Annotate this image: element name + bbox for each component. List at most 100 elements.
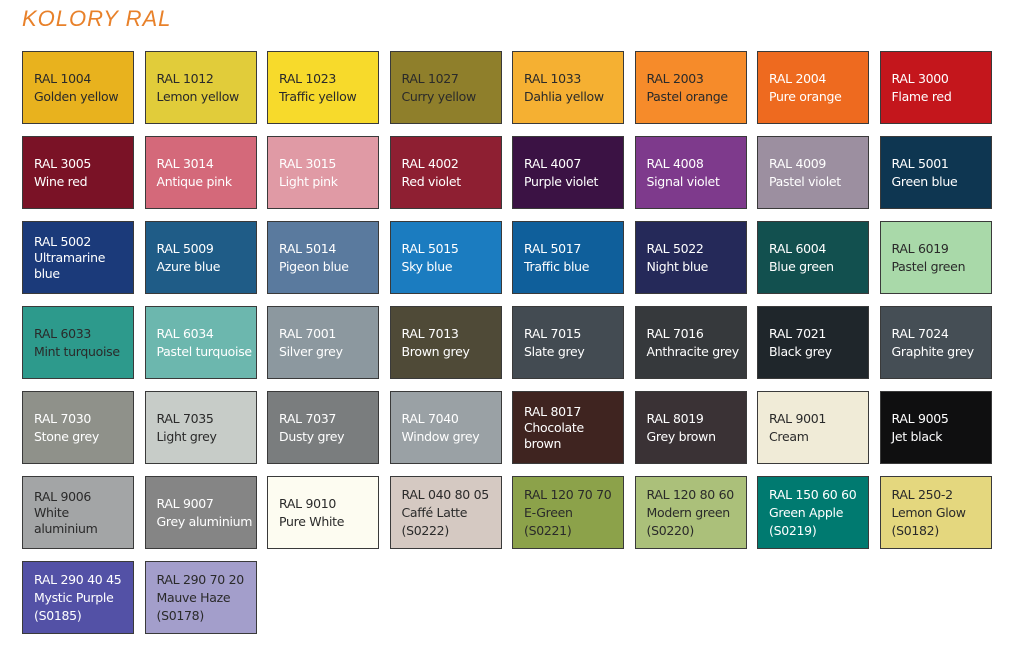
swatch-name: Window grey [401,428,480,444]
swatch-code: RAL 1004 [34,70,92,86]
swatch-code: RAL 7040 [401,410,459,426]
swatch-code: RAL 9001 [769,410,827,426]
swatch-name: Jet black [891,428,943,444]
swatch-name: (S0222) [401,522,450,538]
swatch-code: RAL 1033 [524,70,582,86]
swatch-name: (S0220) [646,522,695,538]
swatch-name: Pastel turquoise [156,343,253,359]
swatch-name: Silver grey [279,343,343,359]
color-swatch: RAL 1023 Traffic yellow [267,51,379,124]
swatch-code: RAL 5014 [279,240,337,256]
color-swatch: RAL 250-2 Lemon Glow (S0182) [879,476,992,549]
color-swatch: RAL 150 60 60 Green Apple (S0219) [757,476,869,549]
swatch-name: Caffé Latte [401,504,468,520]
color-swatch: RAL 4007 Purple violet [512,136,624,209]
swatch-name: Traffic blue [524,258,590,274]
swatch-code: RAL 7035 [156,410,214,426]
swatch-name: Wine red [34,173,88,189]
color-swatch: RAL 1004 Golden yellow [22,51,134,124]
swatch-code: RAL 3014 [156,155,214,171]
swatch-code: RAL 9006 [34,488,92,504]
color-swatch: RAL 7035 Light grey [144,391,257,464]
swatch-name: Green Apple [769,504,844,520]
color-swatch: RAL 5014 Pigeon blue [267,221,379,294]
swatch-code: RAL 290 70 20 [156,571,245,587]
swatch-code: RAL 3015 [279,155,337,171]
swatch-name: Lemon Glow [891,504,966,520]
swatch-code: RAL 5017 [524,240,582,256]
swatch-code: RAL 7001 [279,325,337,341]
swatch-code: RAL 5022 [646,240,704,256]
swatch-code: RAL 4009 [769,155,827,171]
color-swatch: RAL 040 80 05 Caffé Latte (S0222) [389,476,502,549]
swatch-code: RAL 8017 [524,403,582,419]
swatch-code: RAL 2003 [646,70,704,86]
swatch-name: brown [524,435,562,451]
color-swatch: RAL 9007 Grey aluminium [144,476,257,549]
swatch-name: (S0178) [156,607,205,623]
page-title: KOLORY RAL [22,6,172,31]
color-swatch: RAL 8019 Grey brown [634,391,747,464]
swatch-name: (S0219) [769,522,817,538]
color-swatch: RAL 1033 Dahlia yellow [512,51,624,124]
color-swatch: RAL 6019 Pastel green [879,221,992,294]
swatch-name: Stone grey [34,428,99,444]
swatch-name: Signal violet [646,173,720,189]
color-swatch: RAL 5022 Night blue [634,221,747,294]
swatch-name: Black grey [769,343,832,359]
color-swatch: RAL 7015 Slate grey [512,306,624,379]
swatch-code: RAL 8019 [646,410,704,426]
swatch-code: RAL 6019 [891,240,949,256]
swatch-name: Pastel violet [769,173,841,189]
swatch-code: RAL 120 80 60 [646,486,735,502]
swatch-name: Modern green [646,504,731,520]
color-swatch: RAL 7013 Brown grey [389,306,502,379]
swatch-code: RAL 150 60 60 [769,486,857,502]
swatch-name: Grey aluminium [156,513,253,529]
swatch-code: RAL 120 70 70 [524,486,612,502]
color-swatch: RAL 7021 Black grey [757,306,869,379]
swatch-code: RAL 7013 [401,325,459,341]
swatch-name: Red violet [401,173,462,189]
color-swatch: RAL 7030 Stone grey [22,391,134,464]
swatch-code: RAL 7016 [646,325,704,341]
swatch-name: White [34,504,69,520]
swatch-name: Light pink [279,173,338,189]
swatch-name: Chocolate [524,419,584,435]
swatch-code: RAL 1012 [156,70,214,86]
swatch-name: Pigeon blue [279,258,349,274]
color-swatch: RAL 7037 Dusty grey [267,391,379,464]
color-swatch: RAL 8017 Chocolate brown [512,391,624,464]
swatch-code: RAL 1027 [401,70,459,86]
swatch-code: RAL 6034 [156,325,214,341]
swatch-name: Cream [769,428,809,444]
color-swatch: RAL 3014 Antique pink [144,136,257,209]
color-swatch: RAL 6004 Blue green [757,221,869,294]
swatch-name: Sky blue [401,258,453,274]
swatch-code: RAL 7030 [34,410,92,426]
swatch-code: RAL 9005 [891,410,949,426]
swatch-name: Mystic Purple [34,589,114,605]
swatch-code: RAL 7021 [769,325,827,341]
color-swatch: RAL 9010 Pure White [267,476,379,549]
swatch-code: RAL 9010 [279,495,337,511]
swatch-name: Flame red [891,88,952,104]
swatch-name: Slate grey [524,343,585,359]
swatch-code: RAL 3005 [34,155,92,171]
swatch-code: RAL 5015 [401,240,459,256]
swatch-name: Light grey [156,428,217,444]
swatch-name: Dahlia yellow [524,88,604,104]
swatch-name: Pastel green [891,258,966,274]
color-swatch: RAL 3000 Flame red [879,51,992,124]
swatch-code: RAL 4007 [524,155,582,171]
swatch-code: RAL 2004 [769,70,827,86]
swatch-code: RAL 7015 [524,325,582,341]
swatch-name: Anthracite grey [646,343,740,359]
color-swatch: RAL 1027 Curry yellow [389,51,502,124]
swatch-name: (S0221) [524,522,572,538]
color-swatch: RAL 120 80 60 Modern green (S0220) [634,476,747,549]
color-swatch: RAL 2004 Pure orange [757,51,869,124]
swatch-code: RAL 4002 [401,155,459,171]
color-swatch: RAL 7024 Graphite grey [879,306,992,379]
swatch-code: RAL 250-2 [891,486,954,502]
